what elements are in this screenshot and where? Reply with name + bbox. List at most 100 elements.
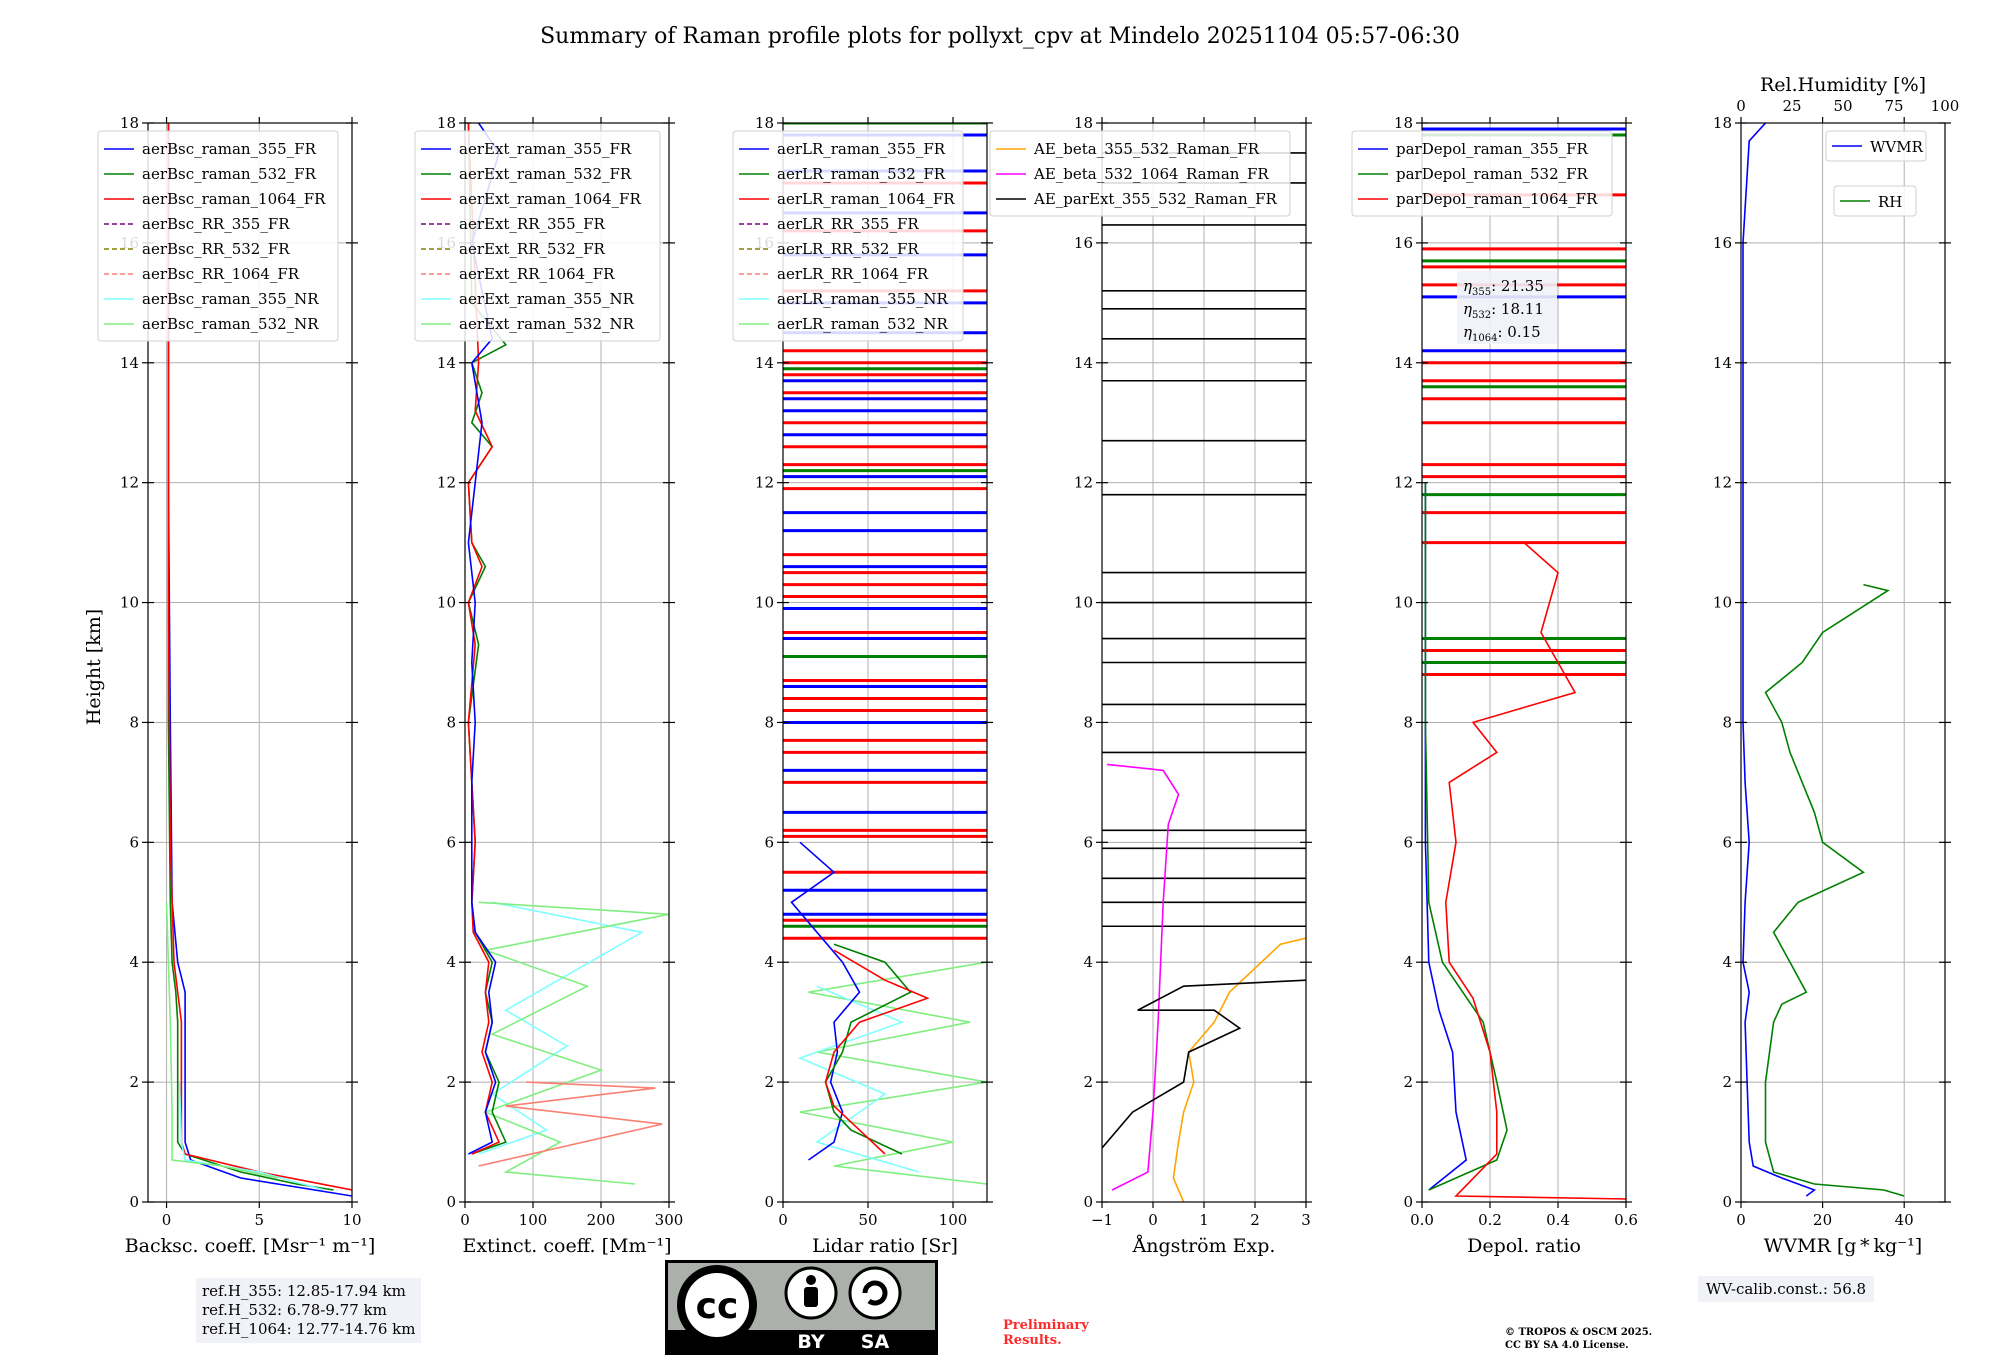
legend-label: aerLR_raman_532_NR [777,315,948,333]
x-tick-label: 0 [162,1211,172,1229]
y-tick-label: 18 [755,114,774,132]
series-aerExt_raman_532_NR [478,901,669,1185]
y-tick-label: 6 [446,833,456,851]
panel-bsc: 0246810121416180510Backsc. coeff. [Msr⁻¹… [97,114,375,1257]
legend-label: AE_beta_532_1064_Raman_FR [1033,165,1269,183]
series-aerExt_raman_355_NR [478,901,645,1155]
y-tick-label: 10 [120,594,139,612]
y-tick-label: 2 [446,1073,456,1091]
x-tick-label: 1 [1199,1211,1209,1229]
y-tick-label: 4 [764,953,774,971]
legend-box [1833,185,1917,217]
series-aerLR_raman_532_FR [824,943,912,1155]
legend-label: parDepol_raman_532_FR [1396,165,1589,183]
y-tick-label: 4 [1083,953,1093,971]
eta-355: η355: 21.35 [1463,277,1544,298]
series-parDepol_raman_1064_FR [1444,542,1626,1200]
plot-area-wv [1742,123,1905,1197]
copyright-note: © TROPOS & OSCM 2025. CC BY SA 4.0 Licen… [1505,1326,1652,1352]
by-icon-body [804,1287,818,1307]
legend-label: aerBsc_raman_355_FR [142,140,317,158]
y-tick-label: 4 [1403,953,1413,971]
series-aerExt_raman_355_FR [467,123,500,1155]
y-tick-label: 14 [1394,354,1413,372]
y-tick-label: 0 [129,1193,139,1211]
x-tick-label: 10 [342,1211,361,1229]
y-tick-label: 6 [764,833,774,851]
y-tick-label: 10 [1394,594,1413,612]
y-tick-label: 18 [120,114,139,132]
y-tick-label: 18 [437,114,456,132]
legend-box [1825,130,1927,162]
y-tick-label: 0 [1083,1193,1093,1211]
legend-label: aerBsc_raman_532_FR [142,165,317,183]
y-tick-label: 2 [764,1073,774,1091]
legend-label: AE_parExt_355_532_Raman_FR [1033,190,1278,208]
y-tick-label: 10 [755,594,774,612]
ref-height-1064: ref.H_1064: 12.77-14.76 km [202,1320,416,1338]
y-tick-label: 14 [120,354,139,372]
series-aerBsc_raman_532_NR [165,902,278,1179]
y-tick-label: 8 [764,713,774,731]
cc-by-sa-badge: cc BY SA [665,1260,938,1355]
y-tick-label: 10 [1713,594,1732,612]
series-aerBsc_raman_532_FR [167,123,334,1191]
x-axis-label: Lidar ratio [Sr] [812,1235,958,1257]
y-tick-label: 4 [129,953,139,971]
legend-ext: aerExt_raman_355_FR aerExt_raman_532_FRae… [414,130,661,342]
x-tick-label: 100 [519,1211,548,1229]
top-x-tick-label: 50 [1833,97,1852,115]
top-x-axis-label: Rel.Humidity [%] [1760,74,1926,96]
axes-frame [464,122,670,1203]
x-tick-label: 0 [1148,1211,1158,1229]
panel-depol: 0 2 4 6 8 10 12 14 16 18 0.0 0.2 0.4 0.6 Depol. ratio p… [1351,114,1638,1257]
x-tick-label: 3 [1301,1211,1311,1229]
x-tick-label: 20 [1813,1211,1832,1229]
legend-label: aerLR_raman_1064_FR [777,190,955,208]
legend-label: aerLR_RR_1064_FR [777,265,929,283]
y-tick-label: 8 [1083,713,1093,731]
x-tick-label: −1 [1091,1211,1113,1229]
top-x-tick-label: 25 [1782,97,1801,115]
series-aerLR_raman_1064_FR [824,949,930,1155]
y-tick-label: 8 [129,713,139,731]
series-AE_parExt_355_532_Raman_FR [1102,979,1306,1149]
y-tick-label: 18 [1713,114,1732,132]
y-tick-label: 16 [1713,234,1732,252]
eta-1064: η1064: 0.15 [1463,323,1541,344]
y-tick-label: 4 [1722,953,1732,971]
series-aerExt_raman_1064_FR [467,123,501,1155]
legend-label: parDepol_raman_1064_FR [1396,190,1598,208]
y-tick-label: 6 [1083,833,1093,851]
panel-ext: 0246810121416180100200300Extinct. coeff.… [414,114,683,1257]
x-tick-label: 50 [858,1211,877,1229]
legend-label: aerLR_RR_532_FR [777,240,919,258]
y-tick-label: 0 [1722,1193,1732,1211]
axes-frame [1740,122,1946,1203]
wv-calibration-box: WV-calib.const.: 56.8 [1698,1276,1875,1302]
y-tick-label: 10 [437,594,456,612]
y-tick-label: 6 [129,833,139,851]
x-axis-label: Depol. ratio [1467,1235,1581,1257]
x-tick-label: 0.4 [1546,1211,1570,1229]
legend-bsc: aerBsc_raman_355_FR aerBsc_raman_532_FRae… [97,130,339,342]
sa-icon-arrow [862,1280,888,1306]
y-tick-label: 18 [1394,114,1413,132]
legend-label: aerExt_raman_1064_FR [459,190,641,208]
ref-height-532: ref.H_532: 6.78-9.77 km [202,1301,387,1319]
legend-label: aerLR_RR_355_FR [777,215,919,233]
legend-label: aerLR_raman_355_FR [777,140,946,158]
legend-label: aerBsc_raman_1064_FR [142,190,326,208]
x-tick-label: 100 [939,1211,968,1229]
series-WVMR [1742,123,1817,1197]
y-axis-label: Height [km] [83,609,105,725]
y-tick-label: 0 [1403,1193,1413,1211]
panel-lr: 024681012141618050100Lidar ratio [Sr]aer… [732,114,993,1257]
series-aerExt_RR_1064_FR [478,1081,663,1167]
eta-background [1457,271,1557,344]
legend-wv-0: WVMR [1825,130,1927,162]
x-tick-label: 2 [1250,1211,1260,1229]
y-tick-label: 12 [1394,474,1413,492]
